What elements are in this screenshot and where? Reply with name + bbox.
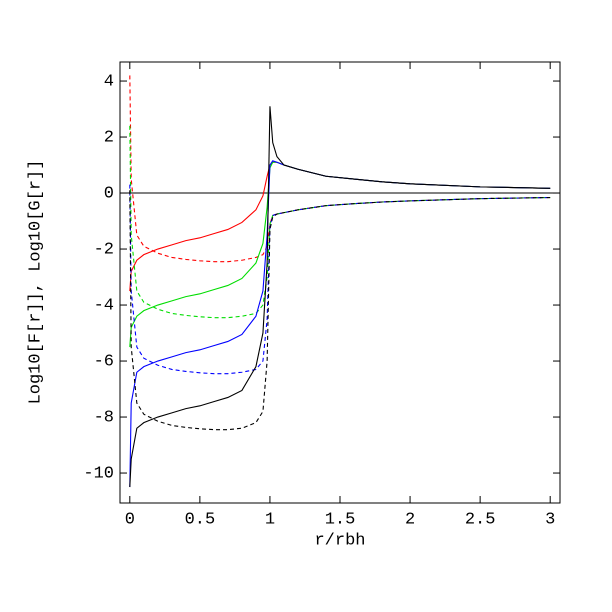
x-tick-label: 1.5	[325, 510, 356, 529]
series-line	[129, 75, 551, 263]
x-tick-label: 0.5	[185, 510, 216, 529]
series-line	[129, 125, 551, 319]
y-tick-label: -2	[94, 241, 114, 260]
x-tick-label: 1	[265, 510, 275, 529]
series-line	[129, 160, 551, 488]
series-line	[129, 161, 551, 292]
y-tick-label: -4	[94, 297, 114, 316]
x-tick-label: 0	[125, 510, 135, 529]
series-line	[129, 184, 551, 375]
frame	[119, 61, 561, 504]
y-tick-label: -6	[94, 353, 114, 372]
x-tick-label: 2.5	[465, 510, 496, 529]
x-tick-label: 2	[405, 510, 415, 529]
y-tick-label: 4	[104, 73, 114, 92]
y-axis-label: Log10[F[r]], Log10[G[r]]	[26, 160, 45, 405]
y-tick-label: 2	[104, 129, 114, 148]
series-line	[129, 190, 551, 431]
y-tick-label: 0	[104, 185, 114, 204]
y-tick-label: -10	[83, 465, 114, 484]
series-line	[129, 161, 551, 348]
x-tick-label: 3	[545, 510, 555, 529]
x-axis-label: r/rbh	[314, 531, 365, 550]
series-line	[129, 106, 551, 488]
y-tick-label: -8	[94, 409, 114, 428]
